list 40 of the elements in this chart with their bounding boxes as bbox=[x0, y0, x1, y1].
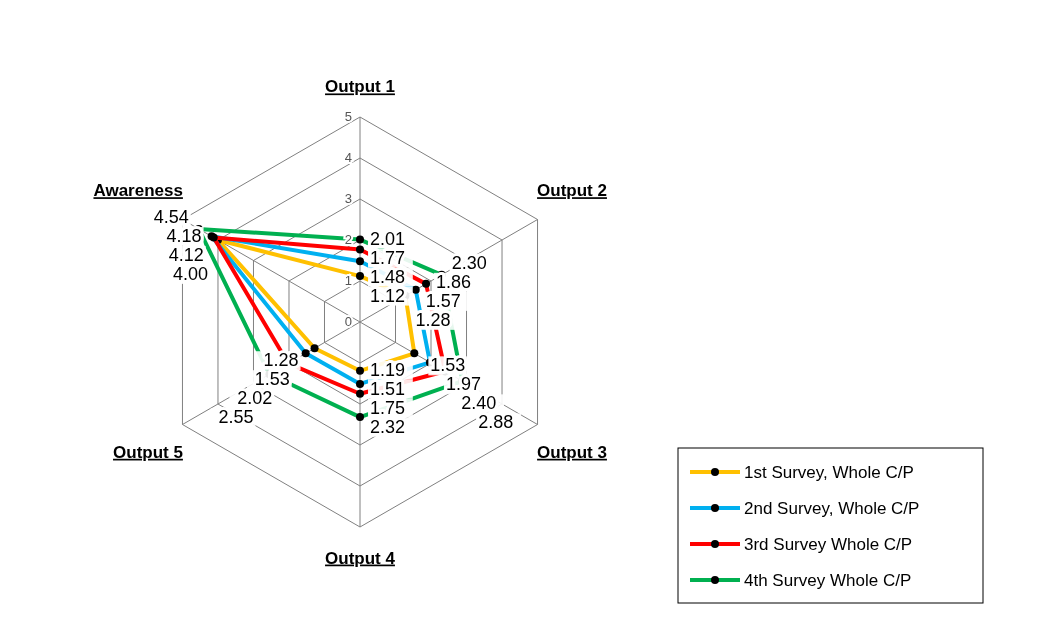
data-label: 2.01 bbox=[370, 228, 406, 249]
data-label: 2.32 bbox=[370, 416, 406, 437]
data-label: 1.53 bbox=[254, 369, 290, 390]
data-label: 1.12 bbox=[370, 285, 406, 306]
data-label: 4.54 bbox=[153, 206, 189, 227]
spoke-label: Output 1 bbox=[325, 77, 395, 97]
data-label: 1.97 bbox=[445, 374, 481, 395]
y-tick-label: 0 bbox=[344, 314, 352, 329]
y-tick-label: 1 bbox=[344, 273, 352, 288]
spoke-label: Awareness bbox=[93, 181, 183, 201]
data-label: 1.19 bbox=[370, 359, 406, 380]
y-tick-label: 4 bbox=[344, 150, 352, 165]
data-label: 2.88 bbox=[478, 412, 514, 433]
data-label: 1.51 bbox=[370, 378, 406, 399]
data-label: 1.28 bbox=[263, 350, 299, 371]
y-tick-label: 5 bbox=[344, 109, 352, 124]
data-label: 1.86 bbox=[436, 271, 472, 292]
legend-label: 2nd Survey, Whole C/P bbox=[744, 499, 920, 518]
spoke-label: Output 2 bbox=[537, 181, 607, 201]
spoke-label: Output 4 bbox=[325, 548, 396, 568]
data-label: 4.00 bbox=[172, 263, 208, 284]
data-label: 4.12 bbox=[168, 244, 204, 265]
legend-label: 4th Survey Whole C/P bbox=[744, 571, 912, 590]
data-label: 4.18 bbox=[166, 225, 202, 246]
data-label: 2.40 bbox=[461, 393, 497, 414]
data-label: 1.77 bbox=[370, 247, 406, 268]
spoke-label: Output 5 bbox=[113, 442, 183, 462]
legend-label: 1st Survey, Whole C/P bbox=[744, 463, 914, 482]
y-tick-label: 3 bbox=[344, 191, 352, 206]
data-label: 1.28 bbox=[415, 309, 451, 330]
data-label: 1.48 bbox=[370, 266, 406, 287]
legend-label: 3rd Survey Whole C/P bbox=[744, 535, 913, 554]
data-label: 1.57 bbox=[425, 290, 461, 311]
data-label: 1.75 bbox=[370, 397, 406, 418]
spoke-label: Output 3 bbox=[537, 442, 607, 462]
data-label: 2.55 bbox=[218, 407, 254, 428]
data-label: 1.53 bbox=[430, 355, 466, 376]
data-label: 2.30 bbox=[451, 252, 487, 273]
y-tick-label: 2 bbox=[344, 232, 352, 247]
data-label: 2.02 bbox=[237, 388, 273, 409]
